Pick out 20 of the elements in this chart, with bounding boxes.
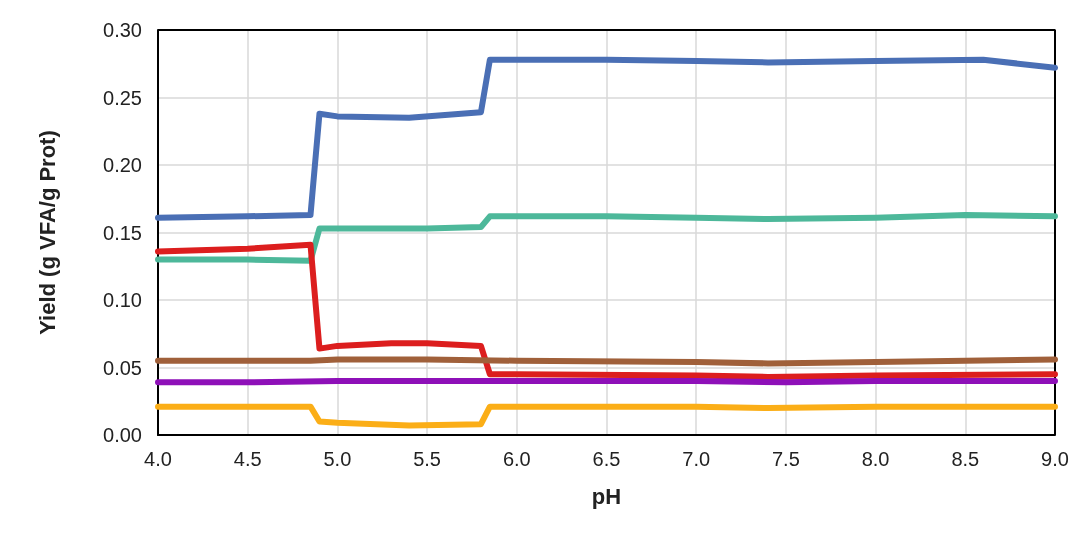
y-tick-label: 0.00 (103, 424, 142, 446)
x-tick-label: 5.0 (323, 448, 352, 470)
y-axis-title: Yield (g VFA/g Prot) (34, 130, 60, 335)
x-tick-label: 5.5 (413, 448, 442, 470)
y-tick-label: 0.10 (103, 289, 142, 311)
y-tick-label: 0.25 (103, 86, 142, 109)
x-tick-label: 8.0 (861, 448, 890, 470)
x-tick-label: 9.0 (1041, 448, 1069, 470)
x-tick-label: 6.5 (592, 448, 621, 470)
y-tick-label: 0.20 (103, 154, 142, 176)
x-tick-label: 4.0 (144, 448, 172, 470)
y-tick-label: 0.05 (103, 356, 142, 379)
y-tick-label: 0.30 (103, 19, 142, 41)
x-tick-label: 4.5 (233, 448, 262, 470)
y-tick-label: 0.15 (103, 221, 142, 244)
x-tick-label: 8.5 (951, 448, 980, 470)
x-tick-label: 7.5 (771, 448, 800, 470)
x-tick-label: 7.0 (682, 448, 711, 470)
x-tick-label: 6.0 (502, 448, 531, 470)
x-axis-title: pH (591, 483, 622, 509)
